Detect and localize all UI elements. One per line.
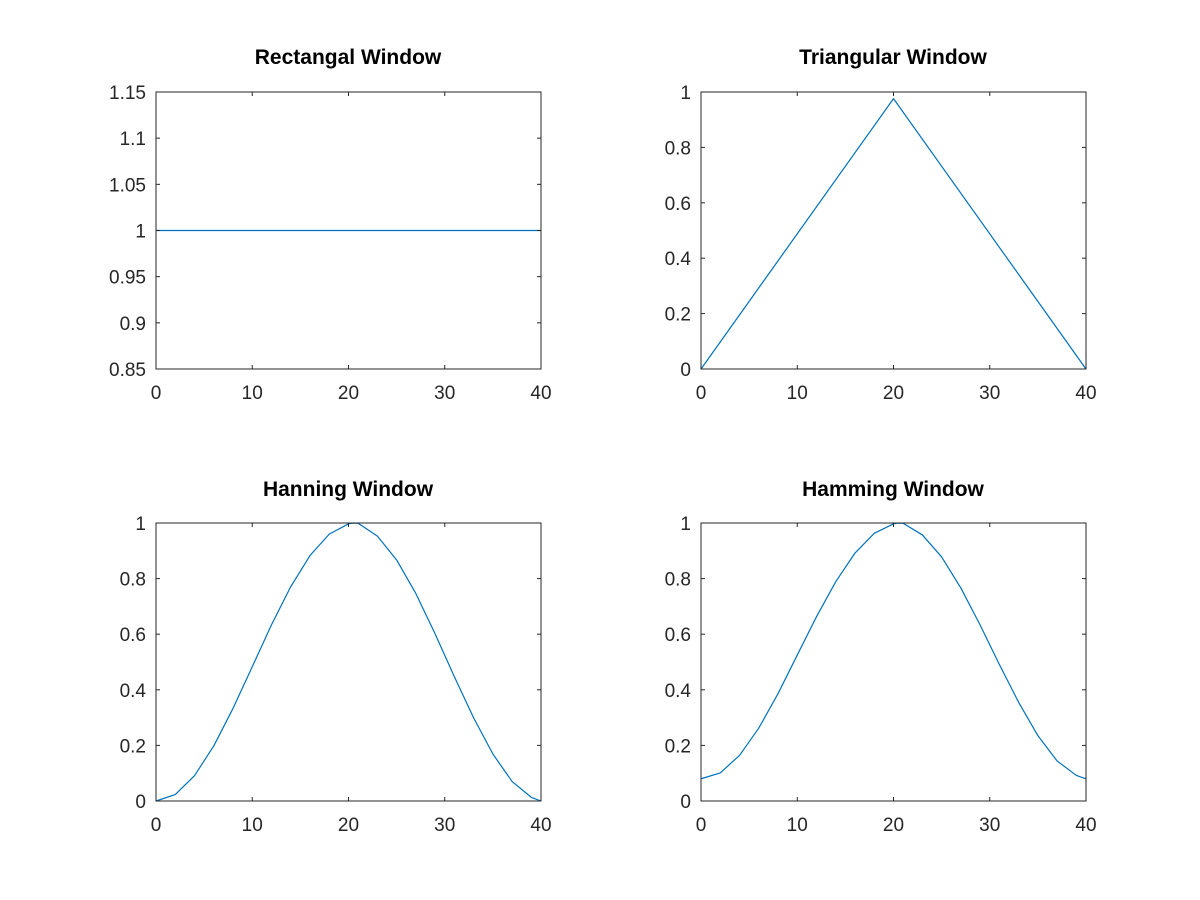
y-tick-label: 0.8 — [665, 570, 691, 591]
y-tick-label: 0.6 — [120, 625, 146, 646]
y-tick-label: 1 — [135, 222, 146, 243]
y-tick-label: 0.4 — [665, 681, 692, 702]
subplot-rectangular-window: Rectangal Window 0 10 20 30 40 0.85 0.9 0.95 1 1.… — [109, 46, 552, 404]
y-tick-label: 0.85 — [109, 360, 146, 381]
x-tick-label: 30 — [979, 815, 1000, 836]
y-tick-label: 0.8 — [665, 138, 691, 159]
x-tick-label: 20 — [883, 383, 904, 404]
y-tick-label: 0 — [680, 792, 691, 813]
y-tick-label: 0.2 — [665, 736, 691, 757]
y-tick-label: 0.95 — [109, 268, 146, 289]
x-tick-label: 30 — [434, 383, 455, 404]
x-tick-label: 10 — [787, 383, 808, 404]
y-tick-label: 0.8 — [120, 570, 146, 591]
x-tick-label: 0 — [696, 815, 707, 836]
x-tick-label: 10 — [787, 815, 808, 836]
chart-title-rectangular: Rectangal Window — [255, 46, 442, 69]
x-tick-label: 0 — [151, 383, 162, 404]
x-tick-label: 30 — [434, 815, 455, 836]
y-tick-label: 0.2 — [665, 305, 691, 326]
y-tick-label: 1.1 — [120, 129, 146, 150]
x-tick-label: 0 — [696, 383, 707, 404]
chart-title-hanning: Hanning Window — [263, 478, 434, 501]
x-tick-label: 30 — [979, 383, 1000, 404]
x-tick-label: 10 — [242, 383, 263, 404]
y-tick-label: 1 — [680, 514, 691, 535]
axes-frame — [700, 91, 1087, 370]
subplot-hanning-window: Hanning Window 0 10 20 30 40 0 0.2 0.4 0.6 0.8 1 — [120, 478, 552, 836]
x-tick-label: 40 — [530, 815, 551, 836]
y-tick-label: 0.9 — [120, 314, 146, 335]
y-tick-label: 1 — [135, 514, 146, 535]
y-tick-label: 0.4 — [665, 249, 692, 270]
series-line-0 — [700, 522, 1087, 780]
subplot-triangular-window: Triangular Window 0 10 20 30 40 0 0.2 0.4 0.6 0.8… — [665, 46, 1097, 404]
series-line-0 — [700, 98, 1087, 370]
axes-frame — [155, 522, 542, 802]
y-tick-label: 0.6 — [665, 625, 691, 646]
x-tick-label: 20 — [338, 815, 359, 836]
x-tick-label: 0 — [151, 815, 162, 836]
x-tick-label: 40 — [1075, 383, 1096, 404]
x-tick-label: 20 — [883, 815, 904, 836]
chart-title-hamming: Hamming Window — [802, 478, 984, 501]
x-tick-label: 40 — [530, 383, 551, 404]
x-tick-label: 40 — [1075, 815, 1096, 836]
y-tick-label: 0 — [680, 360, 691, 381]
x-tick-label: 10 — [242, 815, 263, 836]
y-tick-label: 0.6 — [665, 194, 691, 215]
y-tick-label: 0 — [135, 792, 146, 813]
y-tick-label: 0.4 — [120, 681, 147, 702]
axes-frame — [700, 522, 1087, 802]
y-tick-label: 0.2 — [120, 736, 146, 757]
subplot-hamming-window: Hamming Window 0 10 20 30 40 0 0.2 0.4 0.6 0.8 1 — [665, 478, 1097, 836]
y-tick-label: 1.05 — [109, 175, 146, 196]
y-tick-label: 1 — [680, 83, 691, 104]
y-tick-label: 1.15 — [109, 83, 146, 104]
x-tick-label: 20 — [338, 383, 359, 404]
series-line-0 — [155, 522, 542, 802]
chart-title-triangular: Triangular Window — [799, 46, 987, 69]
